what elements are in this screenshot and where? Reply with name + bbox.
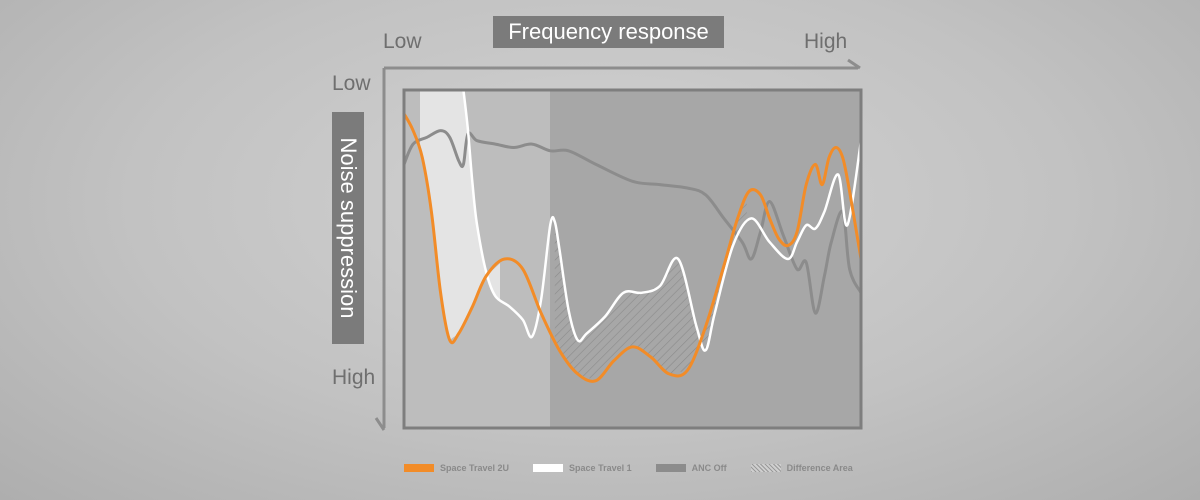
series-line-space-travel-1 (462, 88, 863, 352)
y-axis-label: Noise suppression (336, 137, 361, 319)
series-line-anc-off (402, 129, 863, 315)
legend-swatch-space-travel-1 (533, 464, 564, 472)
top-axis-arrow (847, 58, 861, 70)
legend-label: Space Travel 2U (440, 463, 510, 473)
legend-label: Space Travel 1 (569, 463, 632, 473)
left-axis-arrow (374, 417, 386, 431)
series-line-space-travel-2u (402, 112, 863, 383)
legend-item: ANC Off (655, 463, 727, 473)
y-tick-high: High (332, 366, 376, 389)
x-tick-high: High (804, 30, 848, 53)
y-axis-label-box: Noise suppression (332, 112, 364, 344)
legend-label: ANC Off (691, 463, 727, 473)
chart-title: Frequency response (493, 16, 724, 48)
legend-swatch-difference-area (750, 464, 781, 472)
legend-item: Space Travel 1 (533, 463, 632, 473)
plot-frame (402, 88, 863, 430)
x-tick-low: Low (383, 30, 422, 53)
legend-label: Difference Area (786, 463, 853, 473)
legend-swatch-space-travel-2u (404, 464, 434, 472)
series-lines (402, 88, 863, 383)
y-tick-low: Low (332, 72, 371, 95)
legend-item: Space Travel 2U (404, 463, 509, 473)
legend: Space Travel 2U Space Travel 1 ANC Off D… (404, 460, 874, 476)
legend-item: Difference Area (750, 463, 853, 473)
legend-swatch-anc-off (655, 464, 686, 472)
outer-axes (374, 58, 861, 431)
